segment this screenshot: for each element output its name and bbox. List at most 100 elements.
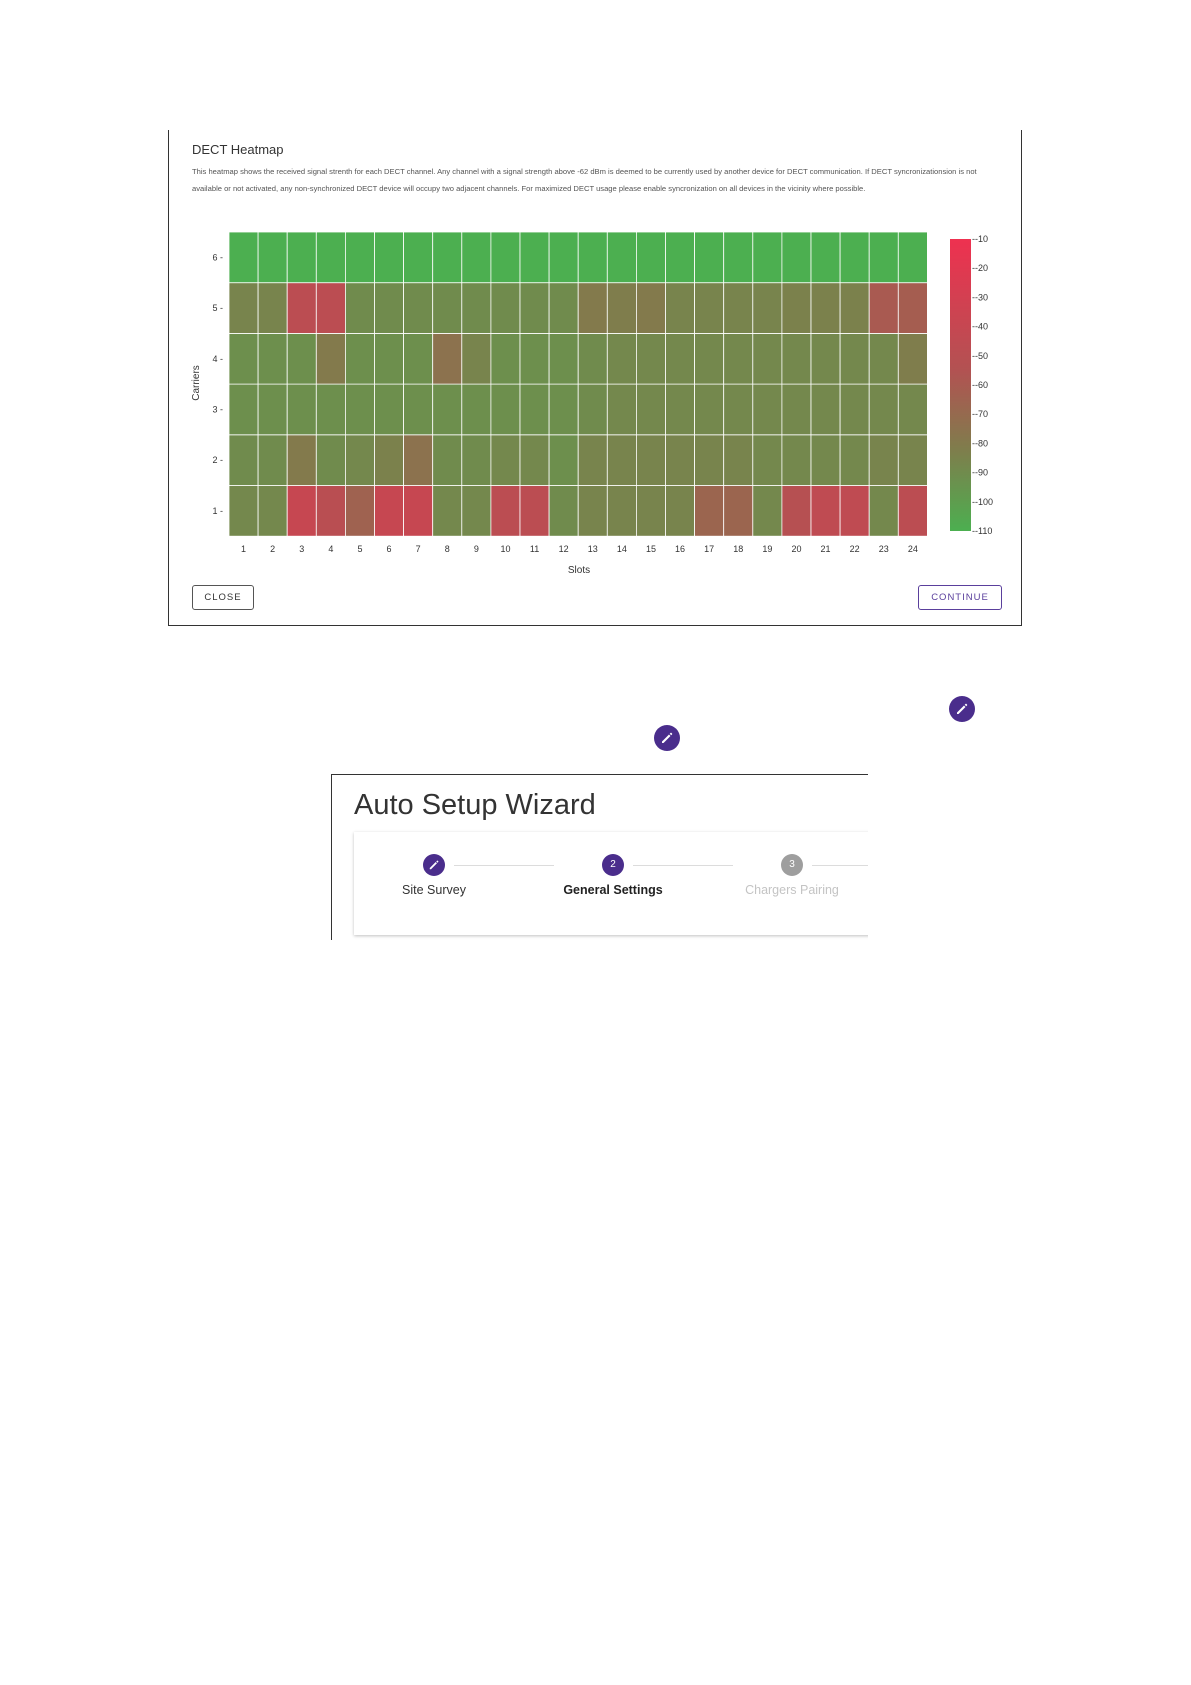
heatmap-cell [694, 231, 725, 284]
heatmap-cell [665, 231, 696, 284]
heatmap-cell [344, 434, 375, 486]
x-tick-label: 11 [530, 544, 539, 554]
heatmap-cell [577, 485, 608, 537]
close-button[interactable]: CLOSE [192, 585, 254, 610]
heatmap-cell [344, 282, 375, 334]
colorbar-tick-label: --70 [972, 409, 988, 419]
continue-button[interactable]: CONTINUE [918, 585, 1002, 610]
y-tick-label: 3 - [212, 404, 223, 414]
x-tick-label: 17 [704, 544, 714, 554]
heatmap-cell [810, 434, 841, 486]
x-tick-label: 13 [588, 544, 598, 554]
dialog-title: DECT Heatmap [192, 142, 284, 157]
step-chargers-pairing[interactable]: 3 Chargers Pairing [717, 854, 867, 897]
heatmap-cell [519, 383, 550, 436]
step-general-settings[interactable]: 2 General Settings [538, 854, 688, 897]
heatmap-cell [723, 383, 754, 436]
y-tick-label: 1 - [212, 506, 223, 516]
heatmap-cell [374, 485, 405, 537]
x-tick-label: 20 [791, 544, 801, 554]
heatmap-cell [897, 332, 928, 385]
step-label: General Settings [563, 883, 663, 897]
heatmap-cell [286, 282, 317, 334]
x-tick-label: 10 [500, 544, 510, 554]
heatmap-cell [432, 231, 463, 284]
heatmap-cell [228, 485, 259, 537]
heatmap-cell [432, 282, 463, 334]
heatmap-cell [810, 332, 841, 385]
y-tick-label: 5 - [212, 303, 223, 313]
heatmap-cell [606, 434, 637, 486]
heatmap-cell [635, 332, 666, 385]
heatmap-cell [286, 332, 317, 385]
edit-icon [423, 854, 445, 876]
heatmap-cell [635, 231, 666, 284]
x-tick-label: 12 [559, 544, 569, 554]
heatmap-cell [315, 332, 346, 385]
heatmap-cell [868, 434, 899, 486]
heatmap-cell [548, 383, 579, 436]
heatmap-cell [490, 231, 521, 284]
heatmap-cell [781, 485, 812, 537]
heatmap-cell [403, 383, 434, 436]
heatmap-cell [723, 282, 754, 334]
dect-heatmap-dialog: DECT Heatmap This heatmap shows the rece… [168, 130, 1022, 626]
x-tick-label: 23 [879, 544, 889, 554]
heatmap-cell [868, 282, 899, 334]
heatmap-cell [403, 231, 434, 284]
heatmap-cell [548, 282, 579, 334]
x-tick-label: 19 [762, 544, 772, 554]
heatmap-cell [694, 434, 725, 486]
heatmap-cell [665, 282, 696, 334]
x-tick-label: 5 [357, 544, 362, 554]
heatmap-cell [228, 383, 259, 436]
heatmap-cell [897, 282, 928, 334]
heatmap-cell [606, 282, 637, 334]
heatmap-cell [723, 231, 754, 284]
heatmap-cell [839, 231, 870, 284]
heatmap-cell [810, 383, 841, 436]
colorbar-tick-label: --110 [972, 526, 992, 536]
heatmap-cell [432, 383, 463, 436]
heatmap-cell [781, 434, 812, 486]
heatmap-cell [228, 332, 259, 385]
step-connector [633, 865, 733, 866]
stepper: Site Survey 2 General Settings 3 Charger… [354, 832, 868, 935]
heatmap-cell [723, 485, 754, 537]
heatmap-cell [344, 485, 375, 537]
heatmap-cell [606, 231, 637, 284]
heatmap-cell [490, 282, 521, 334]
heatmap-cell [315, 485, 346, 537]
x-tick-label: 3 [299, 544, 304, 554]
heatmap-cell [606, 332, 637, 385]
step-number: 2 [602, 854, 624, 876]
heatmap-cell [228, 434, 259, 486]
heatmap-cell [490, 485, 521, 537]
heatmap-cell [315, 231, 346, 284]
heatmap-cell [374, 434, 405, 486]
heatmap-cell [286, 485, 317, 537]
heatmap-cell [635, 485, 666, 537]
heatmap-chart: 1 2 3 4 5 6 7 8 9 10 11 12 13 14 15 16 17 18 19 20 21 22 23 24 … [191, 231, 993, 576]
heatmap-cell [868, 383, 899, 436]
heatmap-cell [432, 332, 463, 385]
heatmap-cell [577, 282, 608, 334]
colorbar [950, 239, 971, 531]
heatmap-cell [461, 332, 492, 385]
heatmap-cell [781, 332, 812, 385]
y-tick-label: 6 - [212, 252, 223, 262]
heatmap-cell [315, 434, 346, 486]
y-tick-label: 2 - [212, 455, 223, 465]
heatmap-cell [374, 383, 405, 436]
x-tick-label: 15 [646, 544, 656, 554]
heatmap-cell [344, 332, 375, 385]
heatmap-cell [606, 485, 637, 537]
step-site-survey[interactable]: Site Survey [359, 854, 509, 897]
heatmap-cell [374, 332, 405, 385]
heatmap-cell [403, 282, 434, 334]
x-tick-label: 4 [328, 544, 333, 554]
heatmap-cell [723, 332, 754, 385]
wizard-title: Auto Setup Wizard [354, 789, 596, 821]
heatmap-cell [257, 282, 288, 334]
heatmap-cell [403, 434, 434, 486]
